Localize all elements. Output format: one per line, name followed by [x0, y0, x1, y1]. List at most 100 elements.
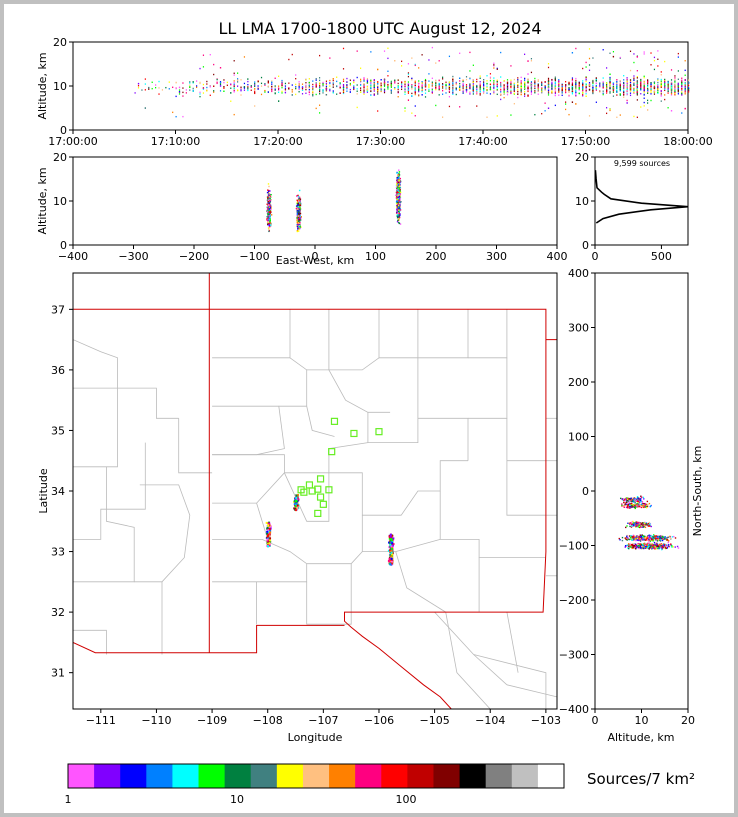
- time-height-point: [267, 85, 269, 88]
- time-height-point: [612, 82, 615, 84]
- time-height-point: [411, 77, 413, 80]
- time-height-point: [619, 90, 621, 92]
- time-height-point: [455, 89, 457, 91]
- time-height-point: [616, 84, 618, 86]
- time-height-point: [660, 80, 662, 82]
- time-height-point: [547, 92, 550, 94]
- time-height-point: [373, 93, 375, 95]
- ew-height-point: [399, 213, 401, 215]
- time-height-point: [513, 90, 515, 92]
- ns-height-point: [626, 506, 629, 508]
- time-height-point: [674, 75, 676, 77]
- time-height-point: [688, 84, 690, 87]
- time-height-point: [486, 92, 488, 94]
- ns-height-point: [630, 497, 632, 499]
- ew-height-point: [299, 202, 302, 204]
- time-height-point: [271, 81, 273, 84]
- time-height-point: [448, 86, 451, 89]
- time-height-point: [585, 66, 587, 68]
- time-height-point: [284, 87, 287, 89]
- time-height-point: [394, 81, 396, 83]
- time-height-point: [496, 86, 498, 89]
- time-height-point: [534, 80, 536, 82]
- time-height-point: [541, 112, 543, 115]
- map-source-point: [267, 529, 270, 532]
- map-sources: [265, 494, 395, 566]
- time-height-point: [537, 80, 539, 82]
- ew-height-point: [297, 224, 299, 226]
- time-height-point: [267, 91, 269, 93]
- time-height-point: [452, 77, 454, 80]
- time-height-point: [414, 84, 416, 86]
- time-height-point: [520, 86, 522, 89]
- time-height-point: [394, 60, 396, 62]
- time-height-point: [530, 58, 533, 60]
- time-height-point: [459, 89, 461, 91]
- time-height-point: [322, 81, 324, 84]
- time-height-point: [483, 88, 485, 90]
- time-height-point: [510, 65, 512, 67]
- time-height-point: [558, 91, 560, 93]
- time-height-point: [554, 91, 556, 93]
- time-height-point: [653, 93, 656, 95]
- time-height-point: [199, 82, 201, 85]
- time-height-point: [465, 91, 468, 93]
- ew-height-point: [266, 218, 268, 220]
- time-height-point: [588, 84, 591, 86]
- time-height-point: [329, 90, 331, 92]
- time-height-point: [428, 73, 430, 75]
- ew-height-point: [267, 212, 270, 215]
- time-height-point: [612, 83, 615, 85]
- time-height-point: [315, 84, 317, 87]
- time-height-point: [366, 79, 369, 82]
- station-marker: [314, 509, 322, 518]
- state-border: [73, 273, 557, 709]
- time-height-point: [616, 91, 618, 93]
- ew-height-point: [295, 207, 298, 210]
- time-height-point: [636, 90, 638, 92]
- time-height-point: [274, 77, 276, 79]
- time-height-point: [636, 81, 638, 83]
- time-height-point: [554, 86, 556, 89]
- ew-height-point: [267, 207, 270, 209]
- time-height-point: [291, 53, 293, 56]
- time-height-point: [380, 86, 382, 89]
- time-height-point: [479, 91, 481, 93]
- map-source-point: [389, 547, 392, 550]
- time-height-point: [670, 88, 673, 91]
- ew-height-point: [398, 171, 401, 173]
- time-height-point: [541, 83, 543, 85]
- time-height-point: [479, 81, 481, 83]
- time-height-point: [377, 89, 379, 91]
- time-height-point: [353, 79, 355, 81]
- ns-height-point: [634, 502, 636, 504]
- ns-height-point: [637, 503, 640, 505]
- time-height-point: [336, 85, 338, 87]
- ns-height-point: [630, 502, 633, 505]
- time-height-point: [469, 77, 471, 79]
- ew-height-point: [268, 225, 271, 227]
- time-height-point: [571, 91, 574, 94]
- time-height-point: [595, 84, 597, 87]
- time-height-point: [640, 93, 642, 95]
- time-height-point: [442, 78, 444, 80]
- ew-height-point: [396, 188, 398, 191]
- time-height-point: [360, 78, 362, 81]
- time-height-point: [493, 86, 495, 89]
- time-height-point: [465, 85, 468, 87]
- ew-height-point: [299, 225, 301, 228]
- time-height-point: [342, 87, 345, 89]
- map-source-point: [389, 538, 392, 541]
- time-height-point: [677, 56, 679, 58]
- time-height-point: [298, 81, 300, 83]
- time-height-point: [537, 85, 539, 87]
- ew-height-point: [298, 223, 300, 226]
- time-height-point: [647, 109, 649, 111]
- time-height-point: [394, 86, 396, 89]
- time-height-point: [527, 60, 529, 62]
- time-height-point: [407, 75, 410, 78]
- time-height-point: [404, 107, 406, 109]
- time-height-point: [281, 84, 283, 87]
- time-height-point: [281, 82, 283, 84]
- histogram-x-tick-label: 500: [651, 250, 672, 263]
